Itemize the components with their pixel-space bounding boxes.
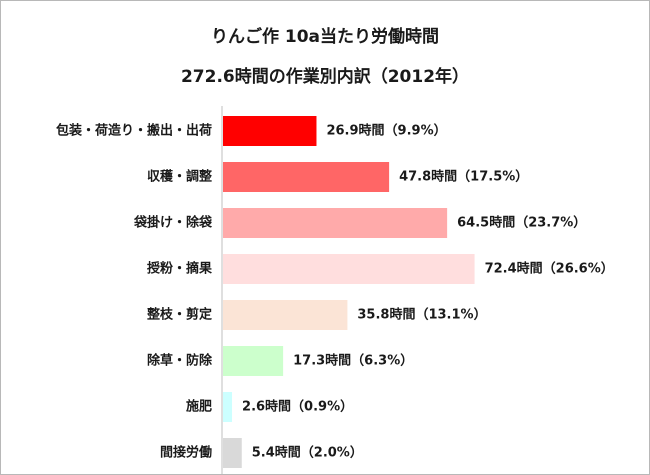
bar — [223, 162, 390, 192]
chart-title: りんご作 10a当たり労働時間 — [210, 27, 440, 47]
category-label: 授粉・摘果 — [147, 261, 212, 277]
category-label: 間接労働 — [160, 445, 212, 461]
category-label: 整枝・剪定 — [146, 307, 212, 323]
data-label: 2.6時間（0.9%） — [242, 399, 353, 415]
bar — [223, 392, 233, 422]
data-label: 64.5時間（23.7%） — [457, 215, 586, 231]
bar — [223, 254, 475, 284]
category-label: 除草・防除 — [147, 353, 213, 369]
data-label: 26.9時間（9.9%） — [326, 123, 446, 139]
category-label: 袋掛け・除袋 — [133, 215, 213, 231]
category-label: 包装・荷造り・搬出・出荷 — [56, 123, 212, 139]
category-label: 収穫・調整 — [147, 169, 213, 185]
bar — [223, 300, 348, 330]
data-label: 47.8時間（17.5%） — [399, 169, 528, 185]
bar — [223, 208, 448, 238]
data-label: 72.4時間（26.6%） — [485, 261, 614, 277]
data-label: 17.3時間（6.3%） — [293, 353, 413, 369]
bar — [223, 346, 284, 376]
category-label: 施肥 — [186, 399, 212, 415]
data-label: 35.8時間（13.1%） — [357, 307, 486, 323]
bar — [223, 116, 317, 146]
bar — [223, 438, 242, 468]
chart-subtitle: 272.6時間の作業別内訳（2012年） — [180, 67, 470, 87]
data-label: 5.4時間（2.0%） — [252, 445, 363, 461]
